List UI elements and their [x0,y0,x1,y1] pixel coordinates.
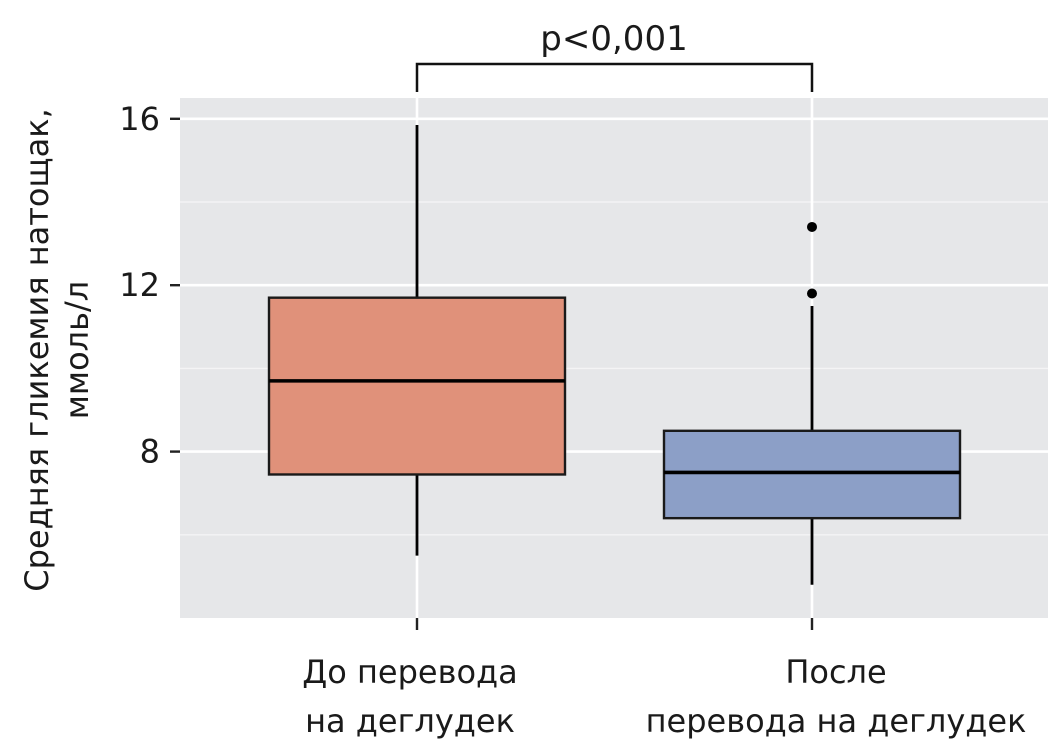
y-tick-label-12: 12 [119,266,160,304]
box-2-outlier-2 [807,288,817,299]
boxes-layer [267,125,962,585]
x-category-label-2-line-2: перевода на деглудек [646,702,1027,740]
box-2-iqr [662,429,962,520]
x-category-label-2-line-1: После [785,653,886,691]
x-category-label-1-line-2: на деглудек [305,702,515,740]
y-axis-label-line-2: ммоль/л [58,281,96,419]
significance-bracket [415,62,814,92]
box-1-iqr [267,296,567,476]
x-category-label-1-line-1: До перевода [302,653,518,691]
axes-layer: 8 12 16 [119,100,814,630]
box-2-outlier-1 [807,221,817,232]
p-value-annotation: p<0,001 [540,19,687,59]
y-tick-label-8: 8 [140,433,160,471]
y-axis-label-line-1: Средняя гликемия натощак, [18,108,56,592]
y-tick-label-16: 16 [119,100,160,138]
